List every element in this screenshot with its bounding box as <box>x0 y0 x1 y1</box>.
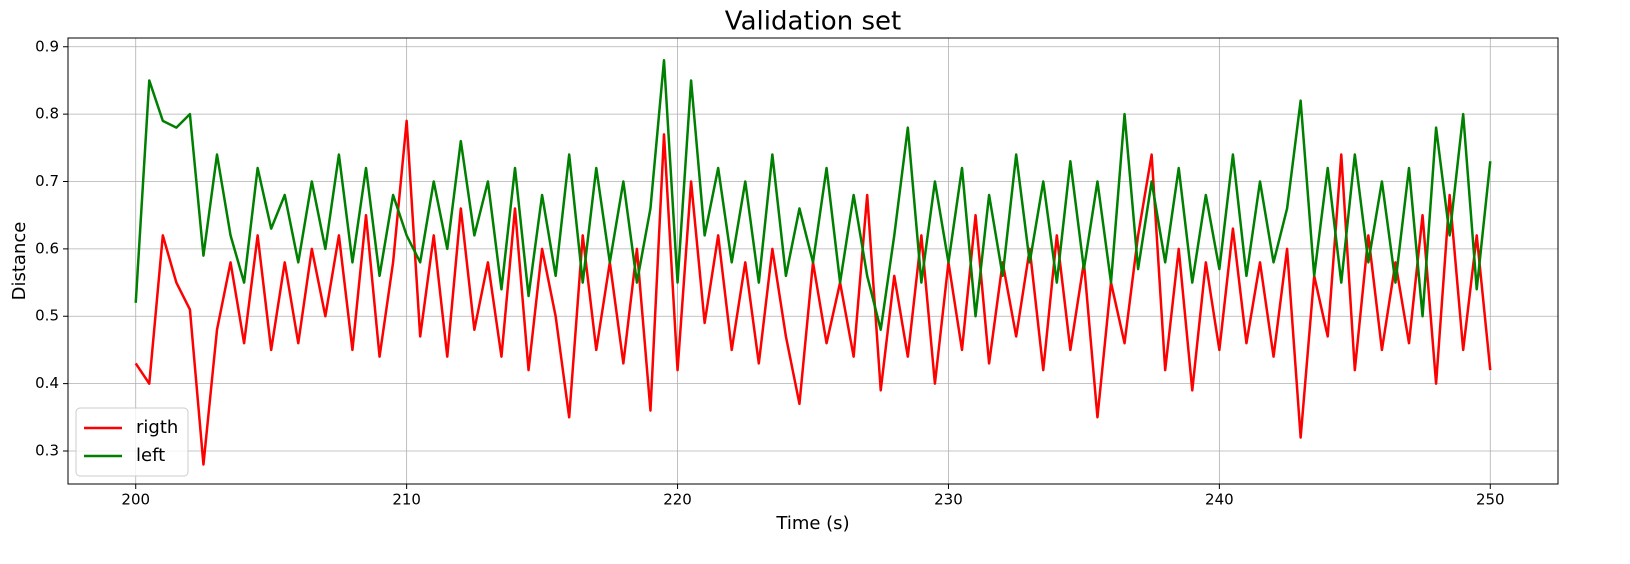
y-tick-label: 0.4 <box>35 374 59 392</box>
y-axis-label: Distance <box>9 222 30 301</box>
y-tick-label: 0.7 <box>35 172 59 190</box>
x-tick-label: 250 <box>1476 491 1505 509</box>
chart-title: Validation set <box>725 7 901 37</box>
y-tick-label: 0.5 <box>35 307 59 325</box>
legend-label: left <box>136 445 165 466</box>
y-tick-label: 0.8 <box>35 105 59 123</box>
x-axis-label: Time (s) <box>775 513 849 534</box>
legend-box <box>75 407 189 477</box>
plot-frame <box>67 37 1559 485</box>
x-tick-label: 240 <box>1205 491 1234 509</box>
legend-label: rigth <box>136 417 178 438</box>
y-tick-label: 0.9 <box>35 37 59 55</box>
y-tick-label: 0.3 <box>35 441 59 459</box>
series-line <box>134 119 1492 466</box>
x-tick-label: 220 <box>663 491 692 509</box>
y-tick-label: 0.6 <box>35 239 59 257</box>
x-tick-label: 230 <box>934 491 963 509</box>
x-tick-label: 210 <box>392 491 421 509</box>
x-tick-label: 200 <box>121 491 150 509</box>
series-line <box>134 58 1492 331</box>
